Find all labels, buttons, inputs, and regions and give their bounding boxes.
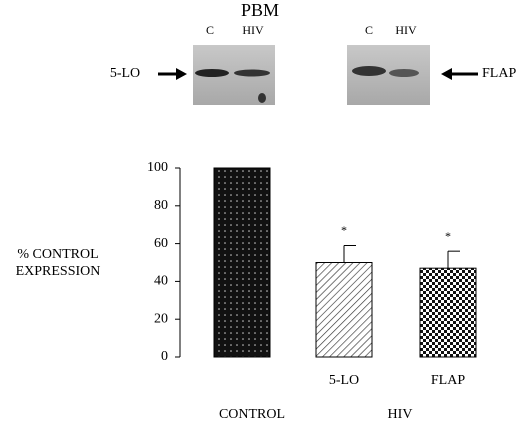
blot-band	[234, 69, 270, 77]
significance: *	[445, 229, 451, 243]
blot-band	[195, 69, 229, 77]
y-tick-label: 0	[161, 349, 168, 364]
blot-spot	[258, 93, 266, 103]
lane-label: HIV	[395, 23, 417, 37]
blot-label: 5-LO	[110, 66, 140, 81]
blot-band	[389, 69, 419, 77]
bar	[213, 167, 271, 358]
y-tick-label: 40	[154, 274, 168, 289]
arrow-head	[441, 68, 452, 80]
significance: *	[341, 223, 347, 237]
x-tick-label: FLAP	[431, 373, 465, 388]
y-tick-label: 80	[154, 198, 168, 213]
bar	[419, 267, 477, 358]
y-tick-label: 20	[154, 311, 168, 326]
chart-title: PBM	[241, 0, 279, 20]
arrow-head	[176, 68, 187, 80]
blot-label: FLAP	[482, 66, 516, 81]
bar	[315, 262, 373, 358]
x-tick-label: 5-LO	[329, 373, 359, 388]
blot-band	[352, 66, 386, 76]
y-tick-label: 60	[154, 236, 168, 251]
y-axis-label: EXPRESSION	[16, 264, 101, 279]
y-axis-label: % CONTROL	[17, 247, 98, 262]
x-tick-label: CONTROL	[219, 407, 285, 422]
lane-label: C	[206, 23, 214, 37]
y-tick-label: 100	[147, 160, 168, 175]
lane-label: C	[365, 23, 373, 37]
lane-label: HIV	[242, 23, 264, 37]
group-label: HIV	[388, 407, 413, 422]
